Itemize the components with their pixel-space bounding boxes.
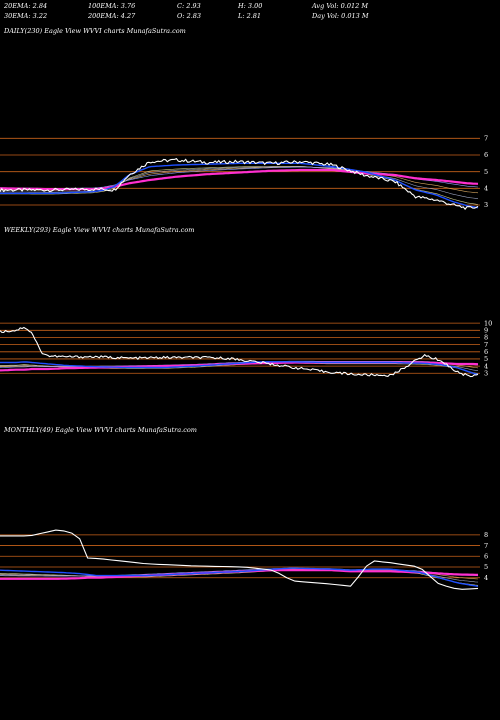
monthly-tick-label: 8 bbox=[484, 531, 488, 539]
daily-ema-short-line bbox=[0, 162, 479, 209]
monthly-tick-label: 6 bbox=[484, 552, 488, 560]
header-30ema: 30EMA: 3.22 bbox=[4, 12, 48, 20]
weekly-tick-label: 8 bbox=[484, 334, 488, 342]
header-low: L: 2.81 bbox=[238, 12, 262, 20]
daily-tick-label: 3 bbox=[484, 201, 488, 209]
monthly-chart-title: MONTHLY(49) Eagle View WVVI charts Munaf… bbox=[4, 426, 197, 434]
monthly-tick-label: 4 bbox=[484, 574, 488, 582]
weekly-ema-short-line bbox=[0, 361, 479, 376]
daily-tick-label: 4 bbox=[484, 185, 488, 193]
weekly-tick-label: 10 bbox=[484, 319, 492, 327]
monthly-ema-short-line bbox=[0, 567, 479, 587]
weekly-tick-label: 6 bbox=[484, 348, 488, 356]
daily-tick-label: 6 bbox=[484, 151, 488, 159]
daily-tick-label: 5 bbox=[484, 168, 488, 176]
header-200ema: 200EMA: 4.27 bbox=[88, 12, 136, 20]
monthly-tick-label: 7 bbox=[484, 542, 488, 550]
header-avg-vol: Avg Vol: 0.012 M bbox=[312, 2, 369, 10]
header-20ema: 20EMA: 2.84 bbox=[4, 2, 48, 10]
monthly-price-line bbox=[0, 529, 479, 590]
header-high: H: 3.00 bbox=[238, 2, 263, 10]
weekly-tick-label: 7 bbox=[484, 341, 488, 349]
header-day-vol: Day Vol: 0.013 M bbox=[312, 12, 369, 20]
weekly-tick-label: 4 bbox=[484, 362, 488, 370]
daily-tick-label: 7 bbox=[484, 135, 488, 143]
header-100ema: 100EMA: 3.76 bbox=[88, 2, 136, 10]
weekly-tick-label: 5 bbox=[484, 355, 488, 363]
header-close: C: 2.93 bbox=[177, 2, 201, 10]
weekly-chart-title: WEEKLY(293) Eagle View WVVI charts Munaf… bbox=[4, 226, 195, 234]
daily-price-line bbox=[0, 158, 479, 211]
header-open: O: 2.83 bbox=[177, 12, 202, 20]
weekly-price-line bbox=[0, 326, 479, 378]
weekly-tick-label: 9 bbox=[484, 327, 488, 335]
weekly-tick-label: 3 bbox=[484, 369, 488, 377]
daily-chart-title: DAILY(230) Eagle View WVVI charts Munafa… bbox=[4, 27, 186, 35]
monthly-tick-label: 5 bbox=[484, 563, 488, 571]
